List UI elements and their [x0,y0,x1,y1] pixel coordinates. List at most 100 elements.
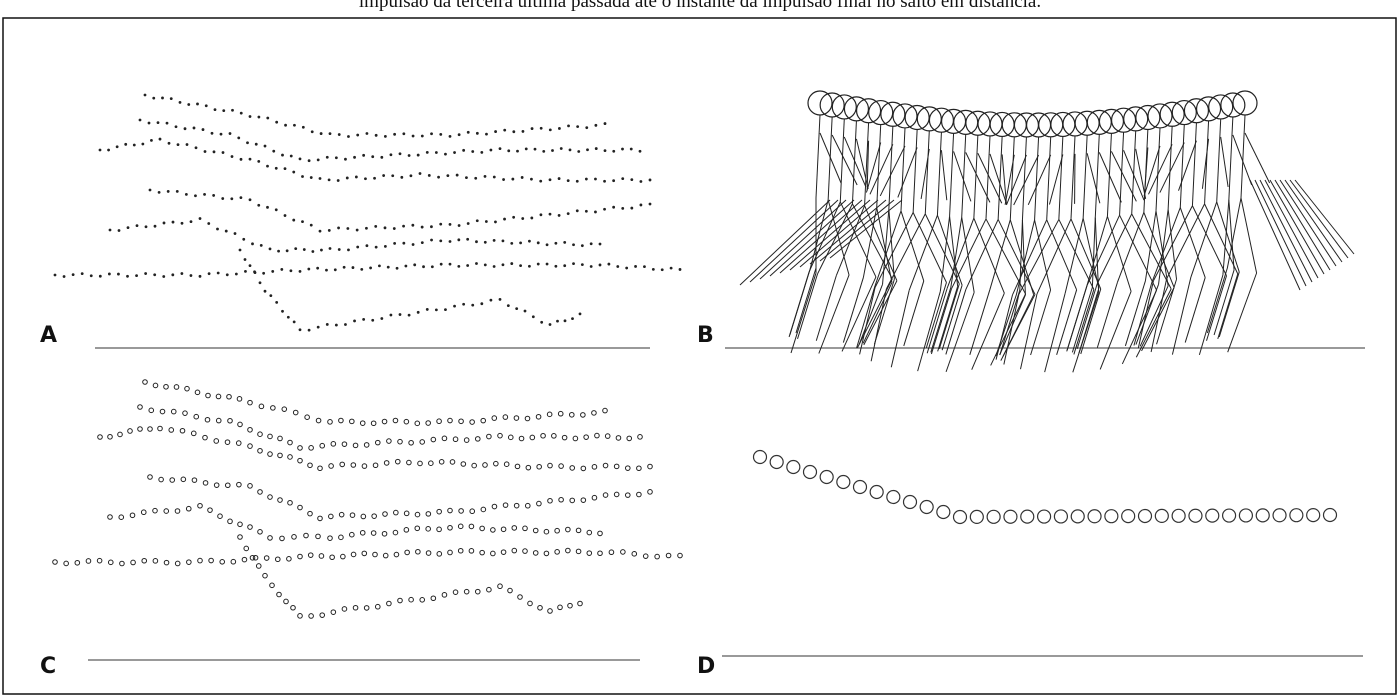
stick-segment [998,136,1002,219]
marker-dot [430,132,433,135]
marker-dot [510,262,513,265]
marker-dot [196,103,199,106]
marker-dot [280,268,283,271]
marker-dot [540,127,543,130]
stick-segment [1241,198,1257,273]
marker-dot [205,104,208,107]
marker-circle [568,603,573,608]
stick-segment [874,279,894,344]
marker-dot [135,274,138,277]
marker-circle [394,510,399,515]
stick-segment [1031,290,1051,355]
marker-circle [530,435,535,440]
marker-circle [309,446,314,451]
marker-dot [373,177,376,180]
marker-dot [346,177,349,180]
marker-circle [637,466,642,471]
marker-dot [329,247,332,250]
marker-circle [242,557,247,562]
marker-circle [481,418,486,423]
marker-dot [275,121,278,124]
stick-segment [1000,290,1020,355]
stick-segment [1035,137,1039,220]
marker-circle [174,385,179,390]
marker-circle [566,548,571,553]
marker-dot [384,226,387,229]
marker-circle [592,465,597,470]
marker-circle [206,393,211,398]
marker-dot [485,133,488,136]
marker-circle [258,432,263,437]
marker-circle [318,516,323,521]
marker-dot [399,152,402,155]
marker-dot [371,155,374,158]
marker-dot [99,275,102,278]
marker-dot [207,222,210,225]
marker-circle [508,435,513,440]
marker-dot [502,178,505,181]
marker-dot [510,242,513,245]
head-marker [1290,509,1303,522]
marker-circle [426,527,431,532]
marker-circle [453,437,458,442]
marker-dot [294,247,297,250]
marker-circle [288,455,293,460]
marker-circle [237,482,242,487]
marker-dot [281,310,284,313]
marker-circle [238,535,243,540]
marker-dot [426,308,429,311]
marker-dot [396,267,399,270]
marker-circle [492,416,497,421]
marker-circle [192,478,197,483]
marker-dot [257,204,260,207]
marker-dot [564,319,567,322]
marker-dot [558,127,561,130]
marker-dot [163,222,166,225]
marker-dot [511,178,514,181]
marker-dot [465,176,468,179]
marker-circle [437,527,442,532]
marker-dot [203,193,206,196]
marker-circle [194,414,199,419]
marker-dot [369,267,372,270]
marker-circle [351,463,356,468]
panel-label: B [697,323,714,348]
marker-circle [382,419,387,424]
marker-circle [537,464,542,469]
marker-dot [446,174,449,177]
marker-dot [220,133,223,136]
marker-dot [144,94,147,97]
marker-dot [408,154,411,157]
stick-segment [840,119,844,202]
marker-circle [320,613,325,618]
marker-dot [493,239,496,242]
marker-circle [258,530,263,535]
marker-dot [449,135,452,138]
marker-circle [175,561,180,566]
marker-circle [288,440,293,445]
marker-circle [648,490,653,495]
marker-dot [521,176,524,179]
stick-segment [889,126,893,209]
marker-circle [409,597,414,602]
marker-circle [407,460,412,465]
marker-dot [643,265,646,268]
stick-segment [1156,128,1160,211]
marker-dot [284,214,287,217]
marker-dot [485,220,488,223]
stick-segment [950,133,954,216]
marker-dot [307,268,310,271]
stick-segment [798,274,818,339]
marker-circle [328,536,333,541]
marker-circle [238,522,243,527]
marker-circle [581,466,586,471]
marker-dot [179,101,182,104]
marker-dot [408,314,411,317]
marker-circle [393,418,398,423]
marker-dot [458,133,461,136]
marker-dot [421,226,424,229]
marker-dot [453,151,456,154]
marker-circle [131,560,136,565]
marker-circle [523,526,528,531]
head-marker [987,510,1000,523]
